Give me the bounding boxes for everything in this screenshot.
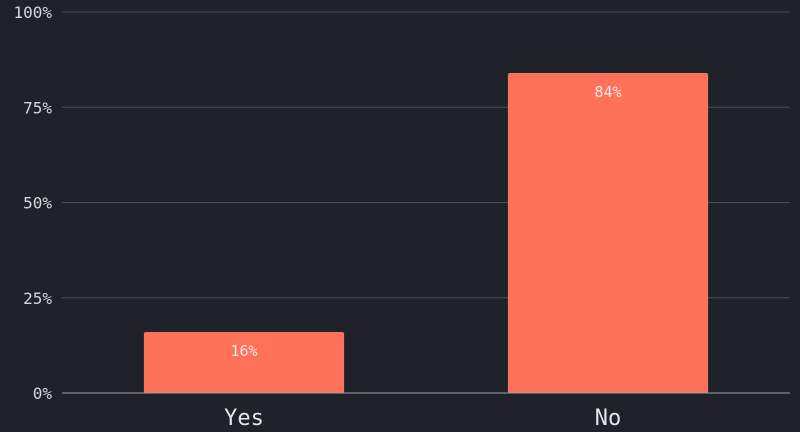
x-tick-label-yes: Yes (224, 406, 264, 431)
y-tick-label-50: 50% (23, 194, 52, 213)
bar-no (507, 72, 709, 394)
x-tick-label-no: No (595, 406, 622, 431)
x-axis-category-labels: Yes No (224, 406, 621, 431)
data-label-no: 84% (594, 83, 621, 101)
y-tick-label-75: 75% (23, 98, 52, 117)
bars (143, 72, 709, 394)
bar-yes (143, 332, 345, 393)
bar-data-labels: 16% 84% (230, 83, 621, 360)
y-tick-label-100: 100% (13, 3, 52, 22)
y-tick-label-0: 0% (33, 384, 53, 403)
y-axis-tick-labels: 0% 25% 50% 75% 100% (13, 3, 52, 403)
y-tick-label-25: 25% (23, 289, 52, 308)
data-label-yes: 16% (230, 342, 257, 360)
